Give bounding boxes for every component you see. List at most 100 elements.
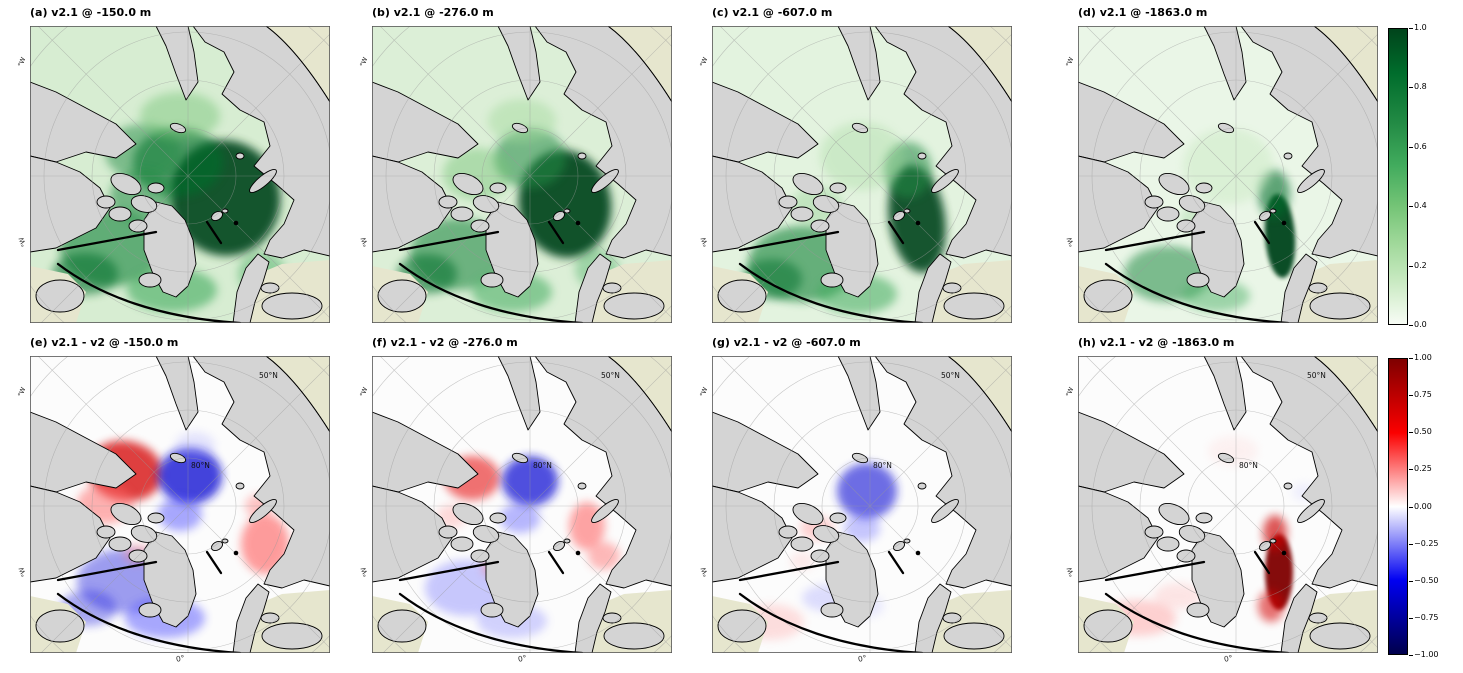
colorbar-tickmark <box>1409 395 1413 397</box>
section-lines <box>1104 550 1290 653</box>
meridian-line <box>869 363 1012 507</box>
lat-label-50n: 50°N <box>941 371 960 380</box>
island <box>778 195 798 209</box>
colorbar-tick-label: 0.75 <box>1414 390 1432 400</box>
section-line <box>398 262 584 323</box>
island <box>1297 168 1325 194</box>
mooring-dot <box>575 550 581 556</box>
landmass <box>232 253 270 323</box>
island <box>942 282 962 294</box>
panel-title-d: (d) v2.1 @ -1863.0 m <box>1078 6 1208 19</box>
graticule <box>30 356 330 653</box>
section-line <box>398 230 500 252</box>
meridian-label-0: 0° <box>1223 653 1234 664</box>
domain-boundary-arc <box>947 356 1012 433</box>
mooring-dot <box>915 220 921 226</box>
map-frame <box>372 356 672 653</box>
meridian-line <box>1085 356 1237 507</box>
land-base <box>948 356 1012 432</box>
meridian-line <box>1088 505 1237 653</box>
colorbar-tick-label: 1.00 <box>1414 353 1432 362</box>
island <box>892 210 906 222</box>
meridian-line <box>1235 505 1378 649</box>
map-a <box>30 26 330 323</box>
island <box>943 622 1005 650</box>
colorbar-tick-label: −0.25 <box>1414 538 1439 548</box>
landmass <box>497 356 541 431</box>
meridian-label-w-lower: °W <box>17 236 29 248</box>
land-base <box>608 26 672 102</box>
landmass <box>825 531 879 628</box>
colorbar-tickmark <box>1409 543 1413 545</box>
island <box>851 122 869 134</box>
meridian-line <box>382 505 531 653</box>
island <box>1083 609 1133 643</box>
land-layer <box>712 26 1012 323</box>
island <box>1156 536 1180 552</box>
field-blob <box>1258 590 1284 622</box>
graticule <box>1078 356 1378 653</box>
meridian-line <box>1235 33 1378 177</box>
lat-label-80n: 80°N <box>191 461 210 470</box>
field-blob <box>140 92 220 140</box>
field-blob <box>588 542 620 570</box>
island <box>249 498 277 524</box>
meridian-label-0: 0° <box>857 653 868 664</box>
island <box>260 612 280 624</box>
island <box>108 536 132 552</box>
meridian-line <box>869 505 1012 649</box>
island <box>511 452 529 464</box>
island <box>138 272 162 288</box>
landmass <box>1203 26 1247 101</box>
meridian-line <box>1235 175 1378 319</box>
island <box>603 292 665 320</box>
colorbar-tickmark <box>1409 325 1413 326</box>
island <box>931 498 959 524</box>
landmass <box>143 531 197 628</box>
map-f: 50°N 80°N <box>372 356 672 653</box>
mooring-dot <box>915 550 921 556</box>
lat-label-80n: 80°N <box>873 461 892 470</box>
section-line <box>398 592 584 653</box>
meridian-line <box>382 175 531 323</box>
meridian-line <box>1235 363 1378 507</box>
island <box>577 152 587 160</box>
meridian-line <box>1088 175 1237 323</box>
map-frame <box>372 26 672 323</box>
graticule <box>372 26 672 323</box>
section-line <box>738 230 840 252</box>
land-base <box>948 26 1012 102</box>
meridian-label-w-upper: °W <box>698 386 710 398</box>
panel-title-c: (c) v2.1 @ -607.0 m <box>712 6 833 19</box>
landmass <box>914 253 952 323</box>
island <box>1186 602 1210 618</box>
meridian-line <box>187 175 330 319</box>
colorbar-tick-label: 0.0 <box>1414 320 1427 329</box>
island <box>235 482 245 490</box>
island <box>790 536 814 552</box>
colorbar-tick-label: 0.6 <box>1414 141 1427 151</box>
map-d <box>1078 26 1378 323</box>
island <box>1195 182 1213 194</box>
map-e: 50°N 80°N <box>30 356 330 653</box>
meridian-line <box>187 33 330 177</box>
field-blob <box>158 448 222 504</box>
domain-boundary-arc <box>265 26 330 103</box>
meridian-line <box>529 505 672 649</box>
meridian-line <box>40 175 189 323</box>
colorbar-tickmark <box>1409 617 1413 619</box>
island <box>917 482 927 490</box>
field-blob <box>844 514 880 542</box>
colorbar-tickmark <box>1409 206 1413 208</box>
meridian-label-w-upper: °W <box>16 56 28 68</box>
section-line <box>738 262 924 323</box>
island <box>1083 279 1133 313</box>
island <box>489 182 507 194</box>
island <box>480 602 504 618</box>
meridian-line <box>37 26 189 177</box>
island <box>35 609 85 643</box>
island <box>577 482 587 490</box>
colorbar-tickmark <box>1409 506 1413 508</box>
landmass <box>1280 253 1318 323</box>
lat-label-50n: 50°N <box>601 371 620 380</box>
